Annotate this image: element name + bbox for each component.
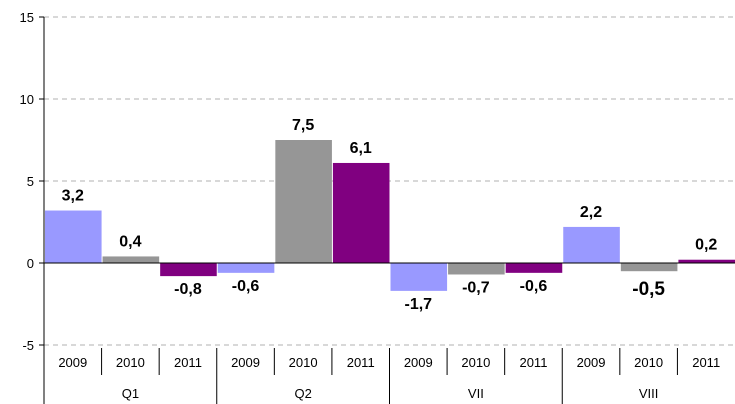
x-tick-label-year: 2011	[174, 355, 202, 370]
bars	[45, 140, 735, 291]
data-label: -0,6	[232, 278, 260, 295]
x-tick-label-year: 2010	[634, 355, 663, 370]
x-tick-label-year: 2009	[404, 355, 433, 370]
x-tick-label-year: 2009	[231, 355, 260, 370]
axes: 15 10 5 0 -5	[20, 10, 45, 404]
y-tick-label: 15	[20, 10, 34, 25]
bar-q1-2011	[160, 263, 217, 277]
bar-viii-2011	[678, 259, 735, 263]
x-tick-label-year: 2009	[577, 355, 606, 370]
data-label: 0,2	[695, 237, 717, 254]
y-tick-label: -5	[22, 338, 34, 353]
y-tick-label: 10	[20, 92, 34, 107]
data-label: -0,6	[520, 278, 548, 295]
bar-vii-2010	[448, 263, 505, 275]
x-tick-label-year: 2011	[347, 355, 375, 370]
x-tick-label-year: 2010	[461, 355, 490, 370]
bar-vii-2011	[505, 263, 563, 273]
x-group-label: VIII	[639, 386, 659, 401]
data-label: -0,7	[462, 279, 490, 296]
data-label: 6,1	[350, 140, 372, 157]
data-label: -0,5	[632, 279, 665, 300]
y-tick-label: 0	[27, 256, 34, 271]
data-label: 2,2	[580, 204, 602, 221]
bar-q2-2010	[275, 140, 332, 263]
data-label: -0,8	[174, 281, 202, 298]
bar-q1-2010	[102, 256, 160, 263]
data-labels: 3,2 0,4 -0,8 -0,6 7,5 6,1 -1,7 -0,7 -0,6 2,2 -0,5 0…	[44, 117, 735, 313]
bar-q2-2009	[217, 263, 275, 273]
y-tick-label: 5	[27, 174, 34, 189]
data-label: 0,4	[119, 233, 141, 250]
category-axis: 2009 2010 2011 Q1 2009 2010 2011 Q2 2009 2010 2011…	[58, 348, 720, 404]
x-tick-label-year: 2010	[289, 355, 318, 370]
bar-q1-2009	[45, 210, 102, 263]
data-label: 3,2	[62, 188, 84, 205]
x-tick-label-year: 2011	[519, 355, 547, 370]
data-label: 7,5	[292, 117, 314, 134]
bar-viii-2010	[620, 263, 678, 272]
data-label: -1,7	[405, 296, 433, 313]
bar-vii-2009	[390, 263, 448, 291]
bar-viii-2009	[563, 226, 620, 263]
x-tick-label-year: 2010	[116, 355, 145, 370]
x-group-label: VII	[468, 386, 484, 401]
x-tick-label-year: 2011	[692, 355, 720, 370]
x-group-label: Q2	[294, 386, 311, 401]
bar-q2-2011	[332, 162, 390, 263]
x-group-label: Q1	[122, 386, 139, 401]
x-tick-label-year: 2009	[58, 355, 87, 370]
